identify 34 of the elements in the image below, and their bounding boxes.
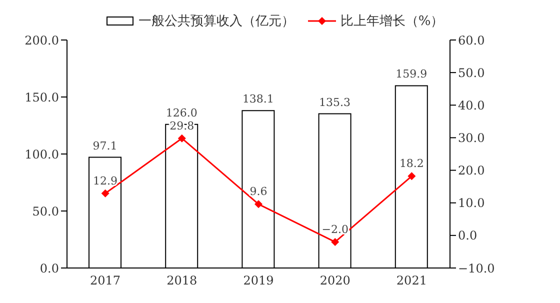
x-tick-label: 2018 [166, 274, 198, 288]
point [408, 172, 416, 180]
point [331, 238, 340, 246]
data-label: 97.1 [92, 139, 118, 152]
y2-tick-label: −10.0 [458, 261, 495, 276]
y-tick-label: 200.0 [24, 33, 59, 48]
y2-tick-label: 10.0 [458, 196, 485, 210]
data-label: −2.0 [322, 222, 348, 236]
y2-tick-label: 0.0 [458, 228, 478, 243]
y-tick-label: 0.0 [40, 261, 59, 276]
data-label: 159.9 [396, 68, 428, 81]
x-tick-label: 2021 [396, 274, 427, 288]
data-label: 18.2 [399, 157, 424, 170]
data-label: 126.0 [166, 106, 198, 120]
y-tick-label: 100.0 [24, 147, 59, 162]
data-label: 9.6 [250, 185, 268, 198]
y2-tick-label: 50.0 [458, 66, 485, 80]
x-tick-label: 2020 [320, 274, 350, 288]
point [178, 134, 186, 142]
x-tick-label: 2017 [90, 274, 121, 288]
legend-label: 比上年增长（%） [340, 13, 444, 30]
point [101, 189, 110, 198]
y2-tick-label: 20.0 [458, 164, 485, 178]
x-tick-label: 2019 [243, 274, 274, 288]
data-label: 135.3 [319, 96, 351, 109]
y2-tick-label: 60.0 [458, 33, 485, 48]
legend-label: 一般公共预算收入（亿元） [138, 13, 294, 30]
point [254, 200, 262, 208]
y2-tick-label: 40.0 [458, 98, 485, 112]
y-tick-label: 50.0 [32, 204, 59, 218]
y2-tick-label: 30.0 [458, 130, 485, 145]
y-tick-label: 150.0 [24, 90, 59, 104]
data-label: 138.1 [242, 92, 274, 106]
data-label: 12.9 [93, 174, 118, 188]
